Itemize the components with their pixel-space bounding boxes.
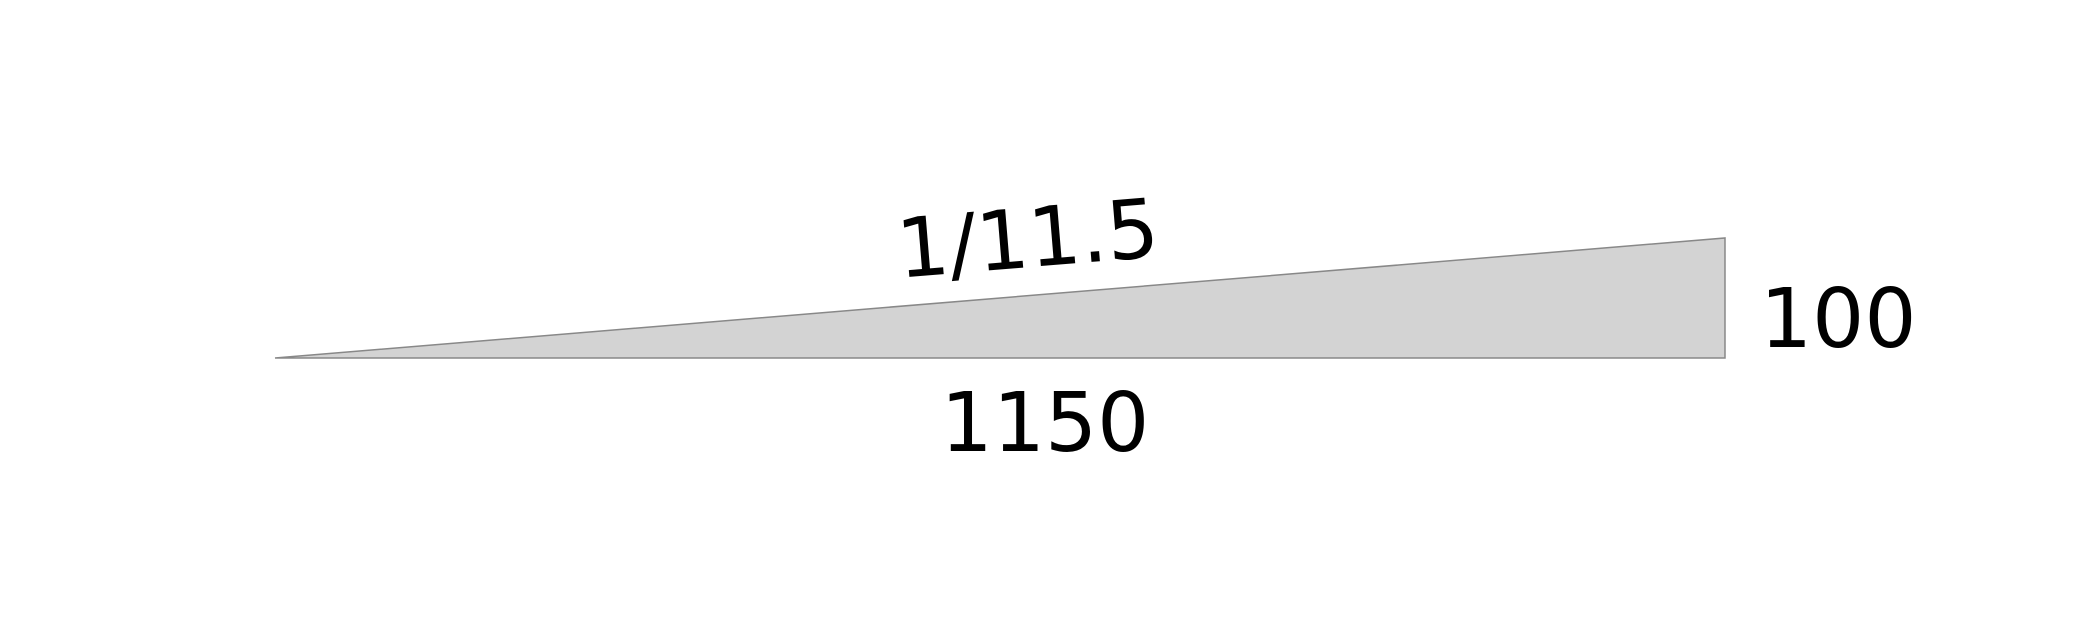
height-label: 100 — [1760, 272, 1917, 367]
slope-label: 1/11.5 — [893, 182, 1162, 298]
ramp-triangle — [274, 237, 1726, 359]
base-length-label: 1150 — [941, 376, 1150, 471]
